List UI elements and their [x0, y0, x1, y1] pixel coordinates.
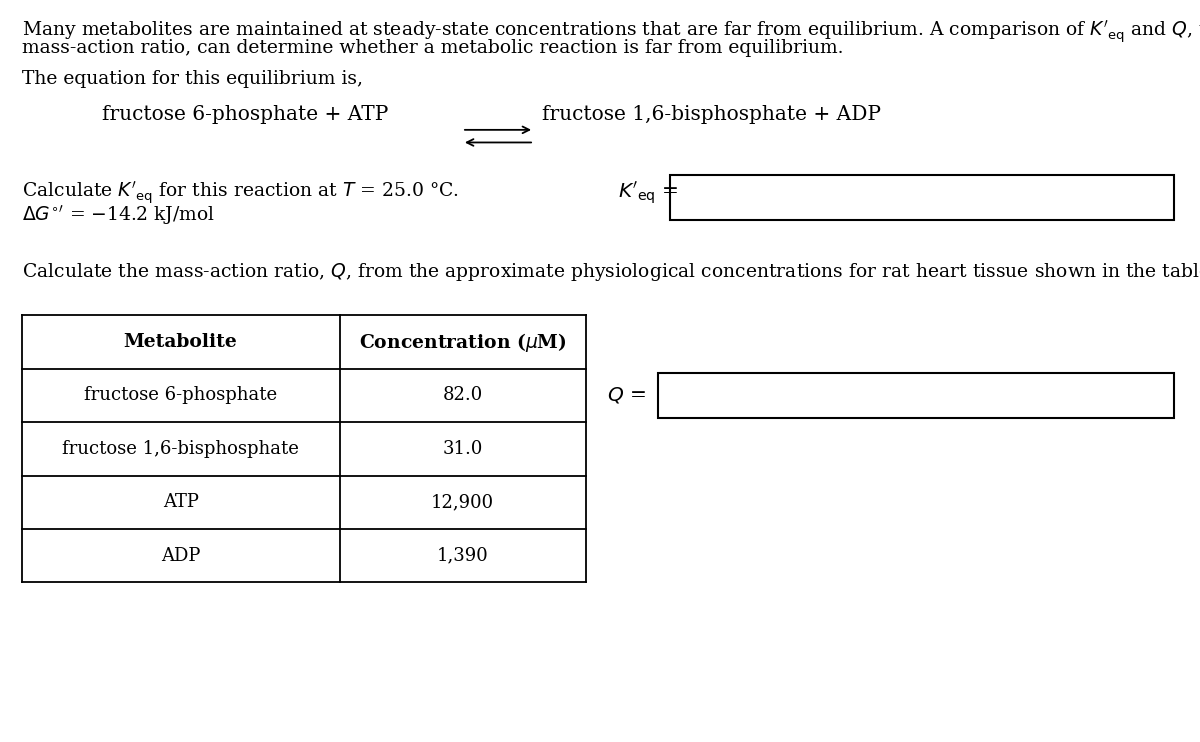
Text: ADP: ADP [161, 547, 200, 565]
Bar [670, 175, 1174, 220]
Bar [658, 373, 1174, 418]
Text: ATP: ATP [163, 493, 198, 511]
Text: $\Delta G^{\circ\prime}$ = $-$14.2 kJ/mol: $\Delta G^{\circ\prime}$ = $-$14.2 kJ/mo… [22, 203, 215, 227]
Text: Many metabolites are maintained at steady-state concentrations that are far from: Many metabolites are maintained at stead… [22, 19, 1200, 45]
Text: 82.0: 82.0 [443, 387, 482, 404]
Text: fructose 6-phosphate: fructose 6-phosphate [84, 387, 277, 404]
Text: $Q$ =: $Q$ = [607, 386, 646, 405]
Text: fructose 1,6-bisphosphate + ADP: fructose 1,6-bisphosphate + ADP [542, 105, 881, 125]
Text: 1,390: 1,390 [437, 547, 488, 565]
Text: Calculate $K'_{\mathrm{eq}}$ for this reaction at $T$ = 25.0 °C.: Calculate $K'_{\mathrm{eq}}$ for this re… [22, 180, 458, 206]
Text: Concentration ($\mu$M): Concentration ($\mu$M) [359, 331, 566, 353]
Text: mass-action ratio, can determine whether a metabolic reaction is far from equili: mass-action ratio, can determine whether… [22, 39, 844, 56]
Text: 12,900: 12,900 [431, 493, 494, 511]
Text: fructose 1,6-bisphosphate: fructose 1,6-bisphosphate [62, 440, 299, 458]
Text: 31.0: 31.0 [443, 440, 482, 458]
Text: $K'_{\mathrm{eq}}$ =: $K'_{\mathrm{eq}}$ = [618, 180, 678, 206]
Text: fructose 6-phosphate + ATP: fructose 6-phosphate + ATP [102, 105, 389, 125]
Text: Calculate the mass-action ratio, $Q$, from the approximate physiological concent: Calculate the mass-action ratio, $Q$, fr… [22, 261, 1200, 283]
Text: Metabolite: Metabolite [124, 333, 238, 351]
Text: The equation for this equilibrium is,: The equation for this equilibrium is, [22, 70, 362, 88]
